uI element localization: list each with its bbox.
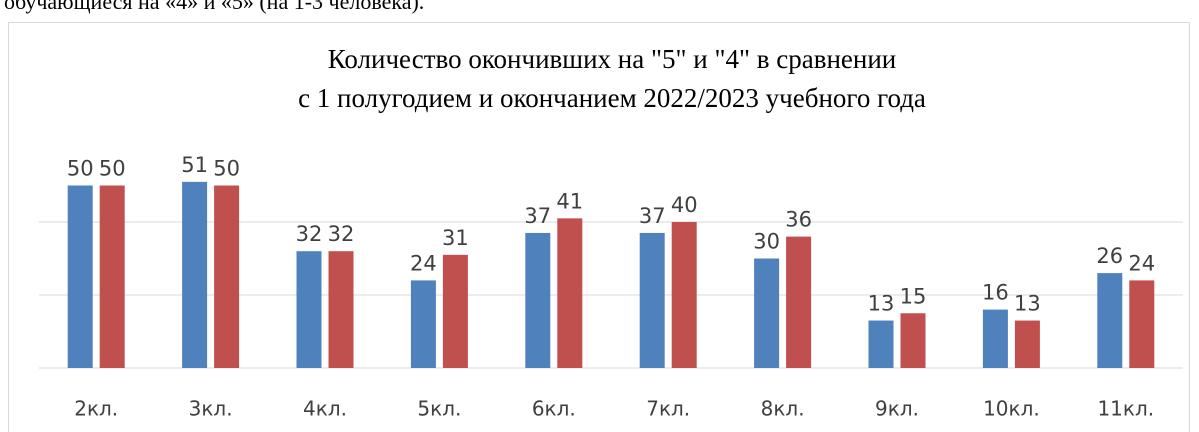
value-label: 50 bbox=[99, 157, 126, 181]
bar bbox=[214, 185, 240, 368]
value-label: 41 bbox=[556, 189, 583, 213]
chart-title: Количество окончивших на "5" и "4" в сра… bbox=[328, 44, 897, 74]
value-label: 30 bbox=[753, 230, 780, 254]
bar bbox=[671, 222, 697, 368]
bar bbox=[410, 280, 436, 368]
bar bbox=[786, 236, 812, 368]
bar bbox=[182, 181, 208, 368]
bar bbox=[1014, 320, 1040, 368]
value-label: 24 bbox=[410, 251, 437, 275]
value-label: 40 bbox=[671, 193, 698, 217]
x-tick-label: 9кл. bbox=[875, 397, 919, 421]
x-tick-label: 10кл. bbox=[983, 397, 1040, 421]
bar bbox=[442, 254, 468, 368]
x-tick-label: 3кл. bbox=[189, 397, 233, 421]
value-label: 13 bbox=[868, 292, 895, 316]
value-label: 51 bbox=[181, 153, 208, 177]
x-tick-label: 7кл. bbox=[646, 397, 690, 421]
value-label: 16 bbox=[982, 281, 1009, 305]
x-tick-label: 5кл. bbox=[417, 397, 461, 421]
value-label: 26 bbox=[1096, 244, 1123, 268]
value-label: 50 bbox=[67, 157, 94, 181]
bar bbox=[868, 320, 894, 368]
value-label: 37 bbox=[524, 204, 551, 228]
value-label: 36 bbox=[785, 208, 812, 232]
x-tick-label: 8кл. bbox=[761, 397, 805, 421]
bar bbox=[1129, 280, 1155, 368]
value-label: 32 bbox=[328, 222, 355, 246]
x-tick-label: 6кл. bbox=[532, 397, 576, 421]
x-tick-label: 4кл. bbox=[303, 397, 347, 421]
value-label: 37 bbox=[639, 204, 666, 228]
x-tick-label: 2кл. bbox=[74, 397, 118, 421]
value-label: 50 bbox=[213, 157, 240, 181]
header-text: обучающиеся на «4» и «5» (на 1-3 человек… bbox=[4, 0, 424, 14]
bar bbox=[296, 251, 322, 368]
x-tick-label: 11кл. bbox=[1097, 397, 1154, 421]
bar bbox=[99, 185, 125, 368]
value-label: 32 bbox=[296, 222, 323, 246]
bar bbox=[900, 313, 926, 368]
value-label: 31 bbox=[442, 226, 469, 250]
value-label: 24 bbox=[1128, 251, 1155, 275]
bar bbox=[67, 185, 93, 368]
chart-title: с 1 полугодием и окончанием 2022/2023 уч… bbox=[298, 83, 926, 113]
value-label: 13 bbox=[1014, 292, 1041, 316]
bar bbox=[754, 258, 780, 368]
bar bbox=[639, 232, 665, 368]
bar bbox=[525, 232, 551, 368]
bar bbox=[557, 218, 583, 368]
value-label: 15 bbox=[900, 284, 927, 308]
bar bbox=[982, 309, 1008, 368]
bar bbox=[1097, 273, 1123, 368]
bar bbox=[328, 251, 354, 368]
